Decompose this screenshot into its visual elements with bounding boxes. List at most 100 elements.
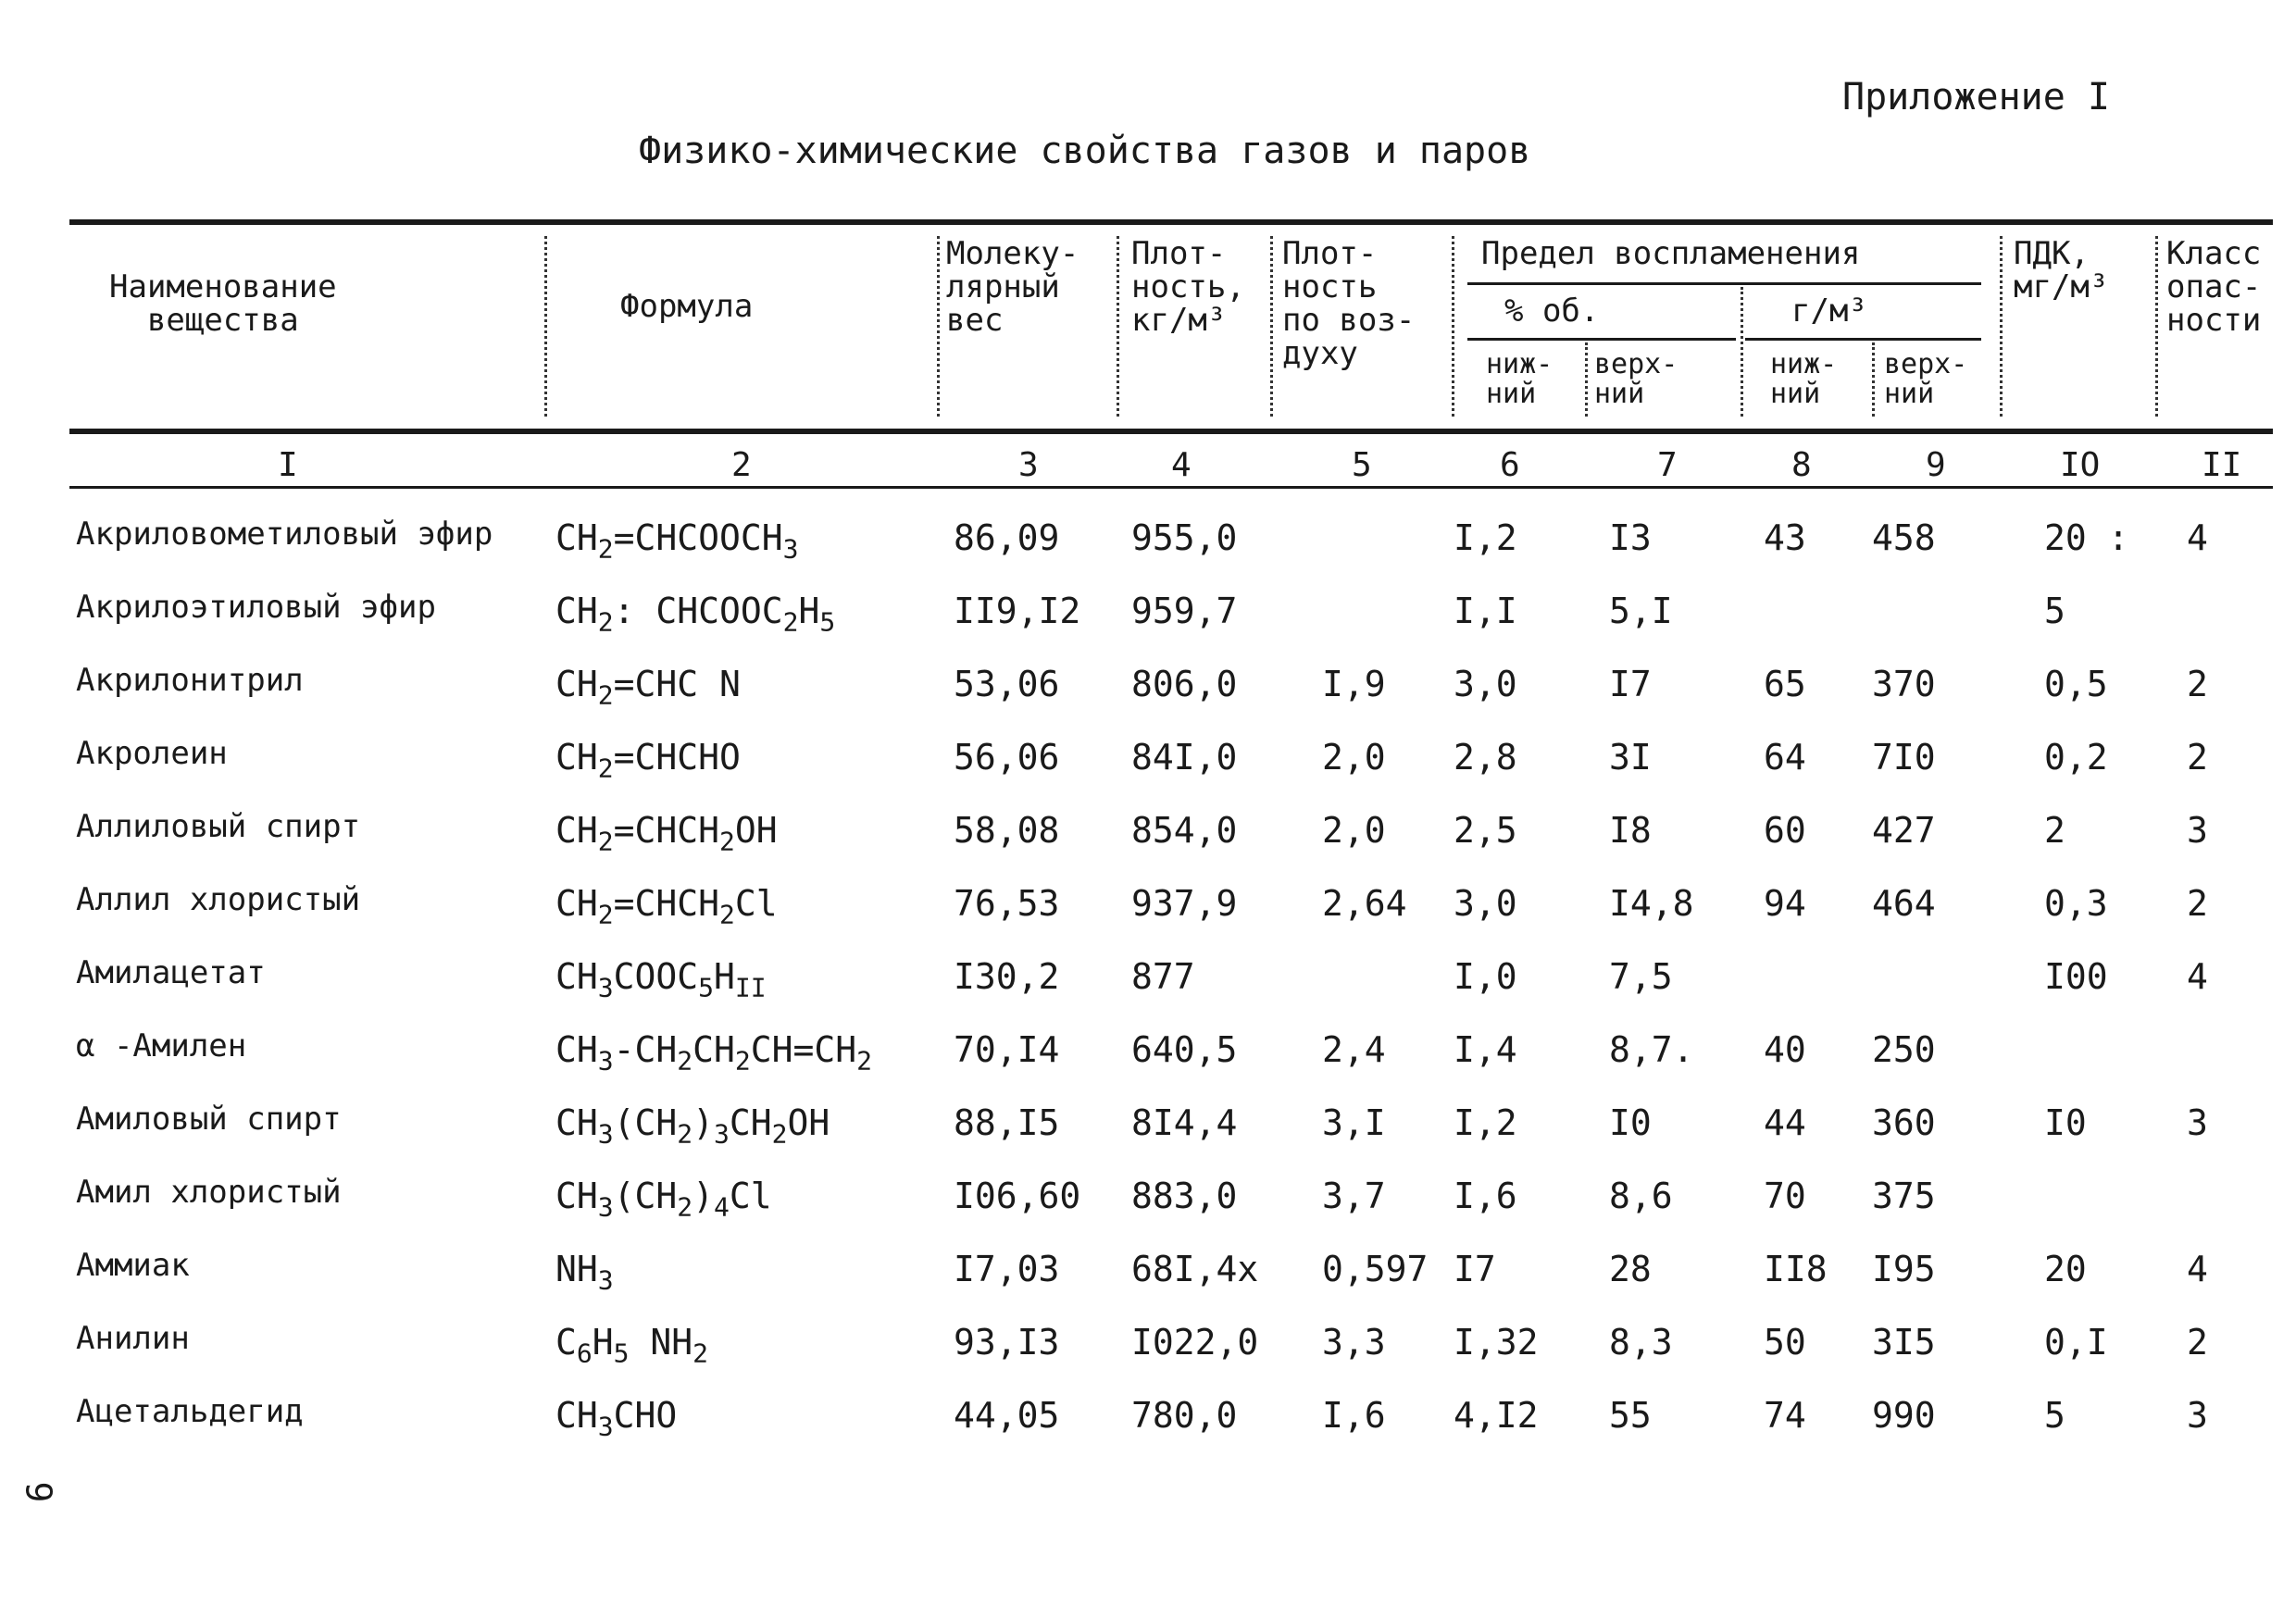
- formula-subscript: II: [734, 972, 767, 1003]
- column-number: IO: [2060, 446, 2101, 484]
- formula-text: (CH: [613, 1102, 678, 1143]
- table-row: Анилин C6H5 NH2 93,I3 I022,0 3,3 I,32 8,3 50 3I5…: [0, 1323, 2296, 1395]
- column-number: 4: [1171, 446, 1192, 484]
- header-g-per-m3: г/м³: [1791, 292, 1867, 330]
- formula-subscript: 3: [597, 972, 614, 1003]
- cell-vol-low: 2,5: [1454, 810, 1517, 851]
- formula: CH2=CHCOOCH3: [555, 518, 799, 569]
- cell-pdk: 5: [2044, 591, 2065, 631]
- table-row: Амиловый спирт CH3(CH2)3CH2OH 88,I5 8I4,4 3,…: [0, 1103, 2296, 1176]
- page-number: 9: [18, 1481, 59, 1503]
- page-title: Физико-химические свойства газов и паров: [639, 130, 1531, 172]
- table-top-rule: [69, 219, 2273, 225]
- cell-g-high: 360: [1872, 1102, 1936, 1143]
- cell-vol-low: I,4: [1454, 1029, 1517, 1070]
- formula-text: OH: [734, 810, 778, 851]
- cell-density-air: 2,4: [1322, 1029, 1386, 1070]
- cell-g-high: 250: [1872, 1029, 1936, 1070]
- substance-name: Акриловометиловый эфир: [76, 516, 493, 553]
- header-bottom-rule: [69, 429, 2273, 434]
- header-mol-weight: Молеку- лярный вес: [946, 235, 1079, 339]
- cell-density-air: I,6: [1322, 1395, 1386, 1436]
- cell-vol-high: 7,5: [1609, 956, 1673, 997]
- column-number: 3: [1018, 446, 1039, 484]
- column-number-rule: [69, 486, 2273, 489]
- cell-class: 3: [2187, 1395, 2208, 1436]
- formula-subscript: 2: [677, 1045, 693, 1077]
- formula: C6H5 NH2: [555, 1323, 708, 1374]
- table-row: Акрилоэтиловый эфир CH2: CHCOOC2H5 II9,I2 9…: [0, 591, 2296, 664]
- formula-text: ): [693, 1176, 715, 1216]
- formula-subscript: 2: [856, 1045, 872, 1077]
- formula-subscript: 3: [597, 1411, 614, 1442]
- table-row: Аллил хлористый CH2=CHCH2Cl 76,53 937,9 2,64…: [0, 884, 2296, 956]
- cell-density: 806,0: [1131, 664, 1238, 704]
- cell-mw: 56,06: [954, 737, 1060, 778]
- cell-g-low: 44: [1764, 1102, 1806, 1143]
- header-lower-g: ниж- ний: [1770, 348, 1838, 410]
- cell-density: 883,0: [1131, 1176, 1238, 1216]
- cell-g-low: 50: [1764, 1322, 1806, 1363]
- cell-g-high: 990: [1872, 1395, 1936, 1436]
- header-density: Плот- ность, кг/м³: [1131, 235, 1245, 339]
- cell-g-high: 458: [1872, 517, 1936, 558]
- header-col-sep: [1270, 236, 1273, 417]
- substance-name: Акролеин: [76, 735, 228, 772]
- cell-vol-low: I,6: [1454, 1176, 1517, 1216]
- cell-density: 84I,0: [1131, 737, 1238, 778]
- formula-subscript: 2: [597, 606, 614, 638]
- cell-vol-high: I7: [1609, 664, 1652, 704]
- header-col-sep: [2000, 236, 2003, 417]
- formula-text: CH: [555, 1029, 598, 1070]
- cell-class: 2: [2187, 664, 2208, 704]
- cell-vol-high: 3I: [1609, 737, 1652, 778]
- substance-name: Акрилоэтиловый эфир: [76, 589, 436, 626]
- formula-text: CHO: [613, 1395, 678, 1436]
- formula-subscript: 2: [677, 1191, 693, 1223]
- formula-subscript: 3: [597, 1118, 614, 1150]
- header-col-sep: [937, 236, 940, 417]
- formula-subscript: 3: [597, 1191, 614, 1223]
- cell-density-air: 3,I: [1322, 1102, 1386, 1143]
- formula-subscript: 2: [597, 753, 614, 784]
- formula-text: NH: [555, 1249, 598, 1289]
- formula: CH2: CHCOOC2H5: [555, 591, 835, 642]
- header-col-sep: [544, 236, 547, 417]
- formula: CH2=CHC N: [555, 665, 741, 716]
- formula-text: =CHCH: [613, 810, 720, 851]
- cell-mw: 53,06: [954, 664, 1060, 704]
- cell-g-low: II8: [1764, 1249, 1828, 1289]
- substance-name: Аллиловый спирт: [76, 808, 361, 845]
- header-hazard-class: Класс опас- ности: [2166, 235, 2262, 339]
- column-number: 8: [1791, 446, 1812, 484]
- formula-subscript: 3: [597, 1045, 614, 1077]
- formula-text: CH: [555, 1395, 598, 1436]
- formula-subscript: 2: [719, 826, 735, 857]
- table-row: Аллиловый спирт CH2=CHCH2OH 58,08 854,0 2,0 2…: [0, 811, 2296, 883]
- cell-g-high: 370: [1872, 664, 1936, 704]
- header-underline-limit: [1467, 282, 1981, 285]
- cell-g-low: 64: [1764, 737, 1806, 778]
- table-row: Ацетальдегид CH3CHO 44,05 780,0 I,6 4,I2 55 74 9…: [0, 1396, 2296, 1468]
- formula-subscript: 3: [597, 1264, 614, 1296]
- cell-vol-high: 5,I: [1609, 591, 1673, 631]
- formula-text: CH: [555, 1102, 598, 1143]
- formula-text: CH: [555, 956, 598, 997]
- cell-g-high: 375: [1872, 1176, 1936, 1216]
- cell-vol-low: I,0: [1454, 956, 1517, 997]
- formula-text: CH: [555, 517, 598, 558]
- cell-mw: 58,08: [954, 810, 1060, 851]
- cell-vol-high: 8,7.: [1609, 1029, 1694, 1070]
- formula-text: CH: [555, 810, 598, 851]
- cell-pdk: 0,I: [2044, 1322, 2108, 1363]
- cell-class: 3: [2187, 1102, 2208, 1143]
- formula-subscript: 2: [597, 826, 614, 857]
- cell-density-air: 2,0: [1322, 737, 1386, 778]
- cell-pdk: 20 :: [2044, 517, 2129, 558]
- cell-g-high: 464: [1872, 883, 1936, 924]
- cell-g-low: 74: [1764, 1395, 1806, 1436]
- cell-vol-high: 55: [1609, 1395, 1652, 1436]
- header-col-sep: [1585, 342, 1588, 417]
- formula: CH2=CHCH2OH: [555, 811, 778, 862]
- formula-subscript: 5: [698, 972, 714, 1003]
